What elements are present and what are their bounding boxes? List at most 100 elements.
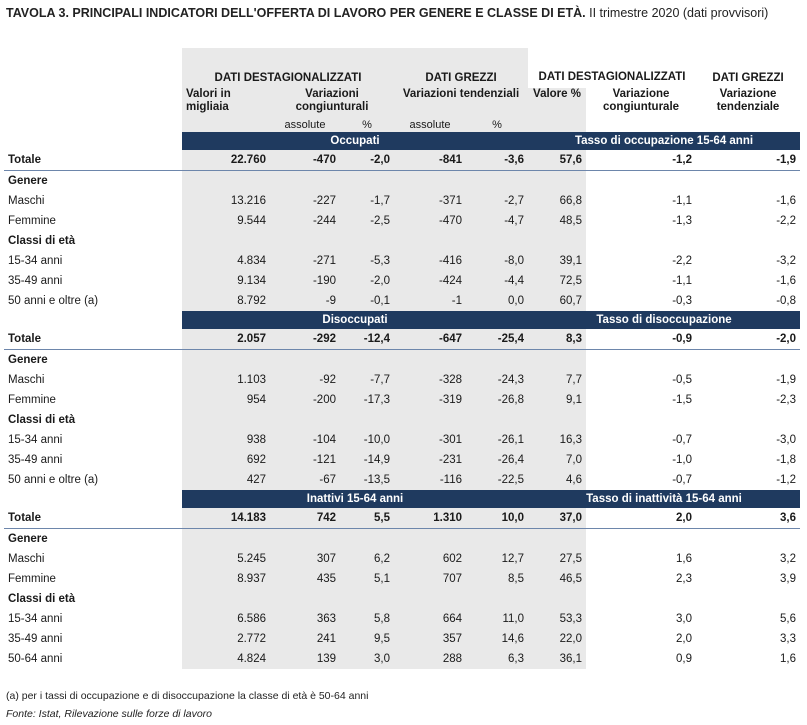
cell-value: 9,5 xyxy=(340,629,395,649)
cell-value: 954 xyxy=(182,390,270,410)
cell-value: -17,3 xyxy=(340,390,395,410)
cell-value xyxy=(696,529,800,550)
cell-value xyxy=(270,528,340,549)
table-row: Maschi 5.245 307 6,2 602 12,7 27,5 1,6 3,2 xyxy=(4,549,800,569)
cell-value: -2,7 xyxy=(466,191,529,211)
title-rest: II trimestre 2020 (dati provvisori) xyxy=(585,6,769,20)
cell-value: 14.183 xyxy=(182,508,270,529)
row-label: Femmine xyxy=(8,215,56,227)
cell-value xyxy=(528,349,587,370)
cell-value: 46,5 xyxy=(528,569,587,589)
row-label: Classi di età xyxy=(8,414,76,426)
indicators-table: DATI DESTAGIONALIZZATI DATI GREZZI DATI … xyxy=(4,48,801,669)
cell-value: 742 xyxy=(270,508,340,529)
header-pct: % xyxy=(340,118,395,132)
cell-value: 5,1 xyxy=(340,569,395,589)
cell-value: 2.057 xyxy=(182,329,270,350)
cell-value xyxy=(182,231,270,251)
cell-value xyxy=(394,231,467,251)
cell-value: -26,8 xyxy=(466,390,529,410)
cell-value: -1,3 xyxy=(672,215,693,227)
cell-value xyxy=(182,589,270,609)
cell-value: -0,1 xyxy=(340,291,395,311)
cell-value: 1.310 xyxy=(394,508,467,529)
cell-value: 66,8 xyxy=(528,191,587,211)
cell-value: -1,8 xyxy=(776,454,797,466)
cell-value: -10,0 xyxy=(340,430,395,450)
cell-value: 72,5 xyxy=(528,271,587,291)
row-label: Genere xyxy=(8,533,48,545)
cell-value: 13.216 xyxy=(182,191,270,211)
cell-value: 2.772 xyxy=(182,629,270,649)
cell-value: -1,6 xyxy=(776,195,797,207)
cell-value: 48,5 xyxy=(528,211,587,231)
cell-value xyxy=(394,170,467,191)
table-row: 50 anni e oltre (a) 427 -67 -13,5 -116 -22,5 4… xyxy=(4,470,800,490)
cell-value: 2,0 xyxy=(586,508,697,529)
cell-value: -4,4 xyxy=(466,271,529,291)
cell-value: -104 xyxy=(270,430,340,450)
cell-value: 0,9 xyxy=(676,653,693,665)
cell-value: -841 xyxy=(394,150,467,171)
cell-value: -647 xyxy=(394,329,467,350)
cell-value: 4,6 xyxy=(528,470,587,490)
cell-value xyxy=(466,589,529,609)
cell-value xyxy=(340,231,395,251)
cell-value: 6,3 xyxy=(466,649,529,669)
cell-value: -2,2 xyxy=(672,255,693,267)
cell-value: -0,9 xyxy=(586,329,697,350)
group-row: Genere xyxy=(4,170,800,192)
row-label: Maschi xyxy=(8,553,45,565)
cell-value: -3,2 xyxy=(776,255,797,267)
cell-value: 2,0 xyxy=(676,633,693,645)
cell-value: -1,5 xyxy=(672,394,693,406)
cell-value: -0,7 xyxy=(672,434,693,446)
cell-value: -292 xyxy=(270,329,340,350)
cell-value xyxy=(270,410,340,430)
cell-value: -4,7 xyxy=(466,211,529,231)
cell-value xyxy=(696,589,800,609)
row-label: 15-34 anni xyxy=(8,434,63,446)
cell-value: 8.792 xyxy=(182,291,270,311)
source-note: Fonte: Istat, Rilevazione sulle forze di… xyxy=(6,708,213,720)
header-grezzi: DATI GREZZI xyxy=(394,48,529,88)
cell-value: 5,8 xyxy=(340,609,395,629)
cell-value: -5,3 xyxy=(340,251,395,271)
cell-value: -2,3 xyxy=(776,394,797,406)
cell-value: 5,5 xyxy=(340,508,395,529)
header-assolute-2: assolute xyxy=(394,118,467,132)
table-title: TAVOLA 3. PRINCIPALI INDICATORI DELL'OFF… xyxy=(6,6,801,21)
cell-value: 8,3 xyxy=(528,329,587,350)
row-label: Totale xyxy=(4,329,182,350)
cell-value: -227 xyxy=(270,191,340,211)
cell-value xyxy=(466,528,529,549)
cell-value: -328 xyxy=(394,370,467,390)
header-valori: Valori in migliaia xyxy=(182,88,270,118)
cell-value xyxy=(182,349,270,370)
cell-value xyxy=(586,171,696,192)
table-row: 35-49 anni 9.134 -190 -2,0 -424 -4,4 72,5 -1,1 -… xyxy=(4,271,800,291)
cell-value: -0,8 xyxy=(776,295,797,307)
cell-value: -14,9 xyxy=(340,450,395,470)
section-right-title: Tasso di inattività 15-64 anni xyxy=(528,490,801,508)
section-header: Occupati Tasso di occupazione 15-64 anni xyxy=(4,132,801,150)
cell-value: 288 xyxy=(394,649,467,669)
table-row: Maschi 1.103 -92 -7,7 -328 -24,3 7,7 -0,5 -1,9 xyxy=(4,370,800,390)
cell-value: 938 xyxy=(182,430,270,450)
cell-value: -9 xyxy=(270,291,340,311)
cell-value: 39,1 xyxy=(528,251,587,271)
cell-value xyxy=(696,410,800,430)
group-row: Classi di età xyxy=(4,231,800,251)
cell-value: 37,0 xyxy=(528,508,587,529)
cell-value xyxy=(528,170,587,191)
cell-value xyxy=(466,410,529,430)
cell-value: -1,1 xyxy=(672,275,693,287)
cell-value xyxy=(696,231,800,251)
table-row: 35-49 anni 2.772 241 9,5 357 14,6 22,0 2,0 3,3 xyxy=(4,629,800,649)
cell-value: 9.134 xyxy=(182,271,270,291)
cell-value xyxy=(394,528,467,549)
cell-value xyxy=(394,410,467,430)
cell-value: -470 xyxy=(394,211,467,231)
cell-value: -8,0 xyxy=(466,251,529,271)
cell-value: -0,7 xyxy=(672,474,693,486)
